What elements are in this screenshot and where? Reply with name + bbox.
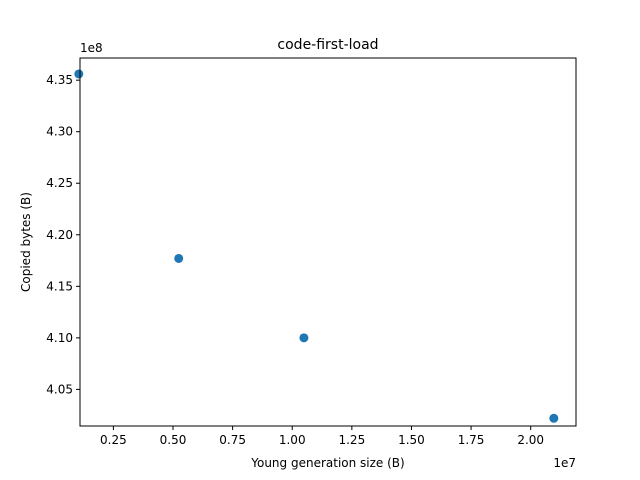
x-tick-label: 0.75 — [219, 433, 246, 447]
x-offset-label: 1e7 — [553, 456, 576, 470]
ticks-group: 0.25 0.50 0.75 1.00 1.25 1.50 1.75 2.00 4.05 4.10… — [46, 73, 544, 447]
x-tick-label: 2.00 — [517, 433, 544, 447]
y-tick-label: 4.25 — [46, 176, 73, 190]
y-tick-label: 4.15 — [46, 279, 73, 293]
x-tick-label: 0.50 — [160, 433, 187, 447]
x-tick-label: 1.25 — [338, 433, 365, 447]
x-tick-label: 0.25 — [100, 433, 127, 447]
x-axis-label: Young generation size (B) — [250, 456, 404, 470]
x-tick-label: 1.75 — [458, 433, 485, 447]
y-tick-label: 4.05 — [46, 382, 73, 396]
plot-frame — [79, 57, 577, 427]
y-offset-label: 1e8 — [80, 41, 103, 55]
x-tick-label: 1.50 — [398, 433, 425, 447]
y-tick-label: 4.10 — [46, 331, 73, 345]
y-axis-label: Copied bytes (B) — [19, 192, 33, 292]
y-tick-label: 4.35 — [46, 73, 73, 87]
y-tick-label: 4.30 — [46, 125, 73, 139]
points-group — [74, 69, 559, 423]
y-tick-label: 4.20 — [46, 228, 73, 242]
data-point — [549, 413, 559, 423]
data-point — [299, 333, 309, 343]
data-point — [174, 253, 184, 263]
chart-title: code-first-load — [277, 37, 378, 53]
x-tick-label: 1.00 — [279, 433, 306, 447]
data-point — [74, 69, 84, 79]
